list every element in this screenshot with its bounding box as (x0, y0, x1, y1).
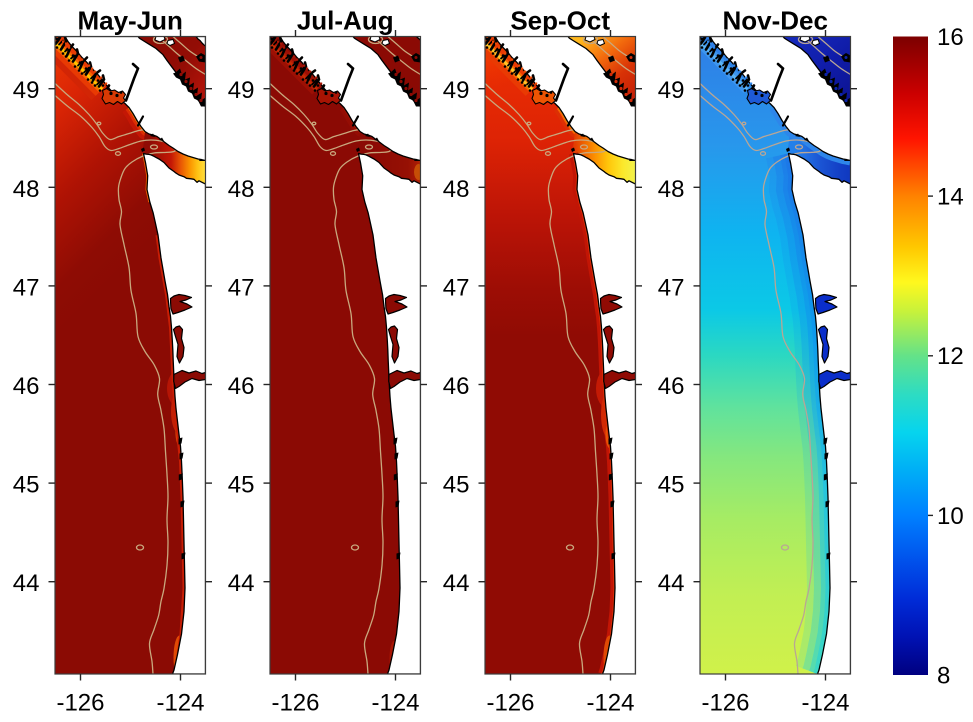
svg-text:8: 8 (937, 663, 950, 690)
svg-text:49: 49 (228, 77, 255, 104)
svg-text:44: 44 (658, 570, 685, 597)
svg-text:-126: -126 (56, 690, 104, 717)
svg-text:44: 44 (228, 570, 255, 597)
svg-text:49: 49 (13, 77, 40, 104)
svg-text:49: 49 (443, 77, 470, 104)
svg-text:Nov-Dec: Nov-Dec (722, 6, 827, 36)
svg-text:May-Jun: May-Jun (77, 6, 182, 36)
svg-text:46: 46 (13, 373, 40, 400)
svg-text:47: 47 (658, 274, 685, 301)
svg-text:48: 48 (658, 176, 685, 203)
svg-text:46: 46 (228, 373, 255, 400)
svg-text:47: 47 (13, 274, 40, 301)
svg-text:-124: -124 (371, 690, 419, 717)
svg-text:-126: -126 (701, 690, 749, 717)
svg-text:46: 46 (443, 373, 470, 400)
svg-text:10: 10 (937, 503, 964, 530)
svg-text:47: 47 (443, 274, 470, 301)
svg-text:Jul-Aug: Jul-Aug (297, 6, 394, 36)
svg-text:-124: -124 (801, 690, 849, 717)
svg-text:46: 46 (658, 373, 685, 400)
svg-text:45: 45 (13, 472, 40, 499)
svg-text:48: 48 (228, 176, 255, 203)
svg-text:16: 16 (937, 24, 964, 51)
svg-text:47: 47 (228, 274, 255, 301)
svg-text:45: 45 (658, 472, 685, 499)
svg-text:14: 14 (937, 184, 964, 211)
svg-text:44: 44 (13, 570, 40, 597)
svg-text:-126: -126 (271, 690, 319, 717)
svg-text:45: 45 (228, 472, 255, 499)
svg-text:44: 44 (443, 570, 470, 597)
svg-text:-124: -124 (586, 690, 634, 717)
svg-text:Sep-Oct: Sep-Oct (510, 6, 610, 36)
svg-text:12: 12 (937, 343, 964, 370)
svg-text:49: 49 (658, 77, 685, 104)
svg-text:-124: -124 (156, 690, 204, 717)
svg-text:48: 48 (443, 176, 470, 203)
svg-text:-126: -126 (486, 690, 534, 717)
svg-text:48: 48 (13, 176, 40, 203)
svg-text:45: 45 (443, 472, 470, 499)
